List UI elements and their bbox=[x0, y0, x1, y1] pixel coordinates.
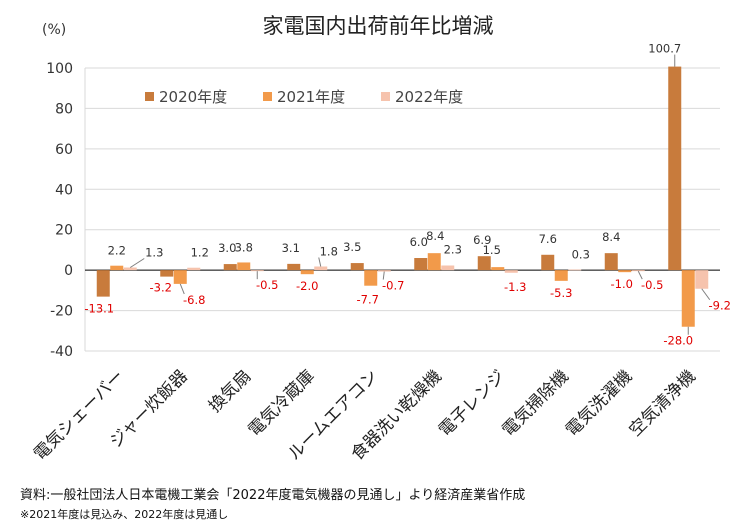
y-tick-label: 40 bbox=[55, 182, 73, 198]
label-leader-line bbox=[637, 270, 643, 280]
bar-2020年度-換気扇 bbox=[223, 264, 237, 271]
data-label: -1.0 bbox=[611, 277, 633, 291]
gridlines bbox=[84, 67, 720, 352]
bar-2022年度-電気冷蔵庫 bbox=[314, 266, 328, 271]
bar-2020年度-電気洗濯機 bbox=[604, 253, 618, 271]
category-label: 電子レンジ bbox=[435, 366, 509, 440]
data-label: 3.0 bbox=[218, 241, 236, 255]
data-label: -2.0 bbox=[296, 279, 318, 293]
category-label: 電気洗濯機 bbox=[562, 366, 636, 440]
y-tick-labels: -40 -20 0 20 40 60 80 100 bbox=[46, 61, 73, 360]
bar-2022年度-電気洗濯機 bbox=[631, 270, 645, 272]
data-label: 8.4 bbox=[602, 230, 620, 244]
legend: 2020年度 2021年度 2022年度 bbox=[145, 88, 463, 106]
data-label: 6.0 bbox=[410, 235, 428, 249]
bar-2022年度-電気掃除機 bbox=[568, 269, 582, 271]
bar-2021年度-食器洗い乾燥機 bbox=[427, 253, 441, 271]
data-label: -0.5 bbox=[641, 278, 663, 292]
label-leader-line bbox=[382, 271, 385, 280]
legend-label: 2022年度 bbox=[395, 88, 463, 106]
bar-2020年度-空気清浄機 bbox=[668, 66, 682, 271]
y-axis-unit: (%) bbox=[42, 22, 67, 38]
bar-2020年度-食器洗い乾燥機 bbox=[414, 258, 428, 271]
chart-title: 家電国内出荷前年比増減 bbox=[262, 14, 494, 38]
label-leader-line bbox=[701, 288, 711, 301]
bars bbox=[96, 66, 709, 327]
bar-2020年度-ルームエアコン bbox=[350, 263, 364, 271]
data-label: -0.5 bbox=[256, 278, 278, 292]
data-label: 3.8 bbox=[235, 240, 253, 254]
data-label: 1.2 bbox=[191, 246, 209, 260]
source-note: 資料:一般社団法人日本電機工業会「2022年度電気機器の見通し」より経済産業省作… bbox=[20, 488, 526, 503]
category-label: 電気掃除機 bbox=[499, 366, 573, 440]
data-label: 7.6 bbox=[539, 232, 557, 246]
legend-swatch bbox=[381, 92, 390, 101]
bar-2022年度-ジャー炊飯器 bbox=[187, 267, 201, 271]
bar-2022年度-食器洗い乾燥機 bbox=[441, 265, 455, 271]
bar-2021年度-電気冷蔵庫 bbox=[300, 270, 314, 275]
data-labels: -13.1 2.2 1.3 -3.2 -6.8 1.2 3.03.8 -0.5 3.1 -2.0 1… bbox=[84, 42, 731, 348]
bar-2020年度-電子レンジ bbox=[477, 256, 491, 271]
y-tick-label: 0 bbox=[64, 263, 73, 279]
data-label: 100.7 bbox=[648, 42, 681, 56]
data-label: -5.3 bbox=[550, 286, 572, 300]
data-label: -1.3 bbox=[504, 280, 526, 294]
data-label: -7.7 bbox=[357, 293, 379, 307]
bar-2021年度-電気洗濯機 bbox=[618, 270, 632, 273]
y-tick-label: 80 bbox=[55, 101, 73, 117]
data-label: 2.3 bbox=[444, 242, 462, 256]
label-leader-line bbox=[179, 283, 185, 295]
category-label: 電気シェーバー bbox=[30, 366, 128, 464]
data-label: 6.9 bbox=[473, 233, 491, 247]
y-tick-label: -40 bbox=[50, 344, 73, 360]
bar-2020年度-電気冷蔵庫 bbox=[287, 263, 301, 271]
bar-2022年度-ルームエアコン bbox=[377, 270, 391, 272]
category-label: 換気扇 bbox=[205, 366, 255, 416]
category-label: 空気清浄機 bbox=[626, 366, 700, 440]
legend-swatch bbox=[263, 92, 272, 101]
data-label: 1.5 bbox=[483, 243, 501, 257]
bar-2022年度-換気扇 bbox=[250, 270, 264, 272]
bar-2020年度-電気シェーバー bbox=[96, 270, 110, 297]
bar-2021年度-電気掃除機 bbox=[554, 270, 568, 281]
bar-2021年度-ジャー炊飯器 bbox=[173, 270, 187, 284]
y-tick-label: -20 bbox=[50, 304, 73, 320]
data-label: 3.5 bbox=[343, 240, 361, 254]
data-label: 3.1 bbox=[282, 241, 300, 255]
label-leader-lines bbox=[129, 54, 711, 335]
bar-2021年度-ルームエアコン bbox=[364, 270, 378, 286]
forecast-note: ※2021年度は見込み、2022年度は見通し bbox=[20, 508, 229, 521]
legend-label: 2021年度 bbox=[277, 88, 345, 106]
bar-2020年度-電気掃除機 bbox=[541, 254, 555, 271]
data-label: -0.7 bbox=[382, 279, 404, 293]
y-tick-label: 60 bbox=[55, 142, 73, 158]
data-label: -28.0 bbox=[663, 334, 693, 348]
data-label: -3.2 bbox=[150, 281, 172, 295]
data-label: 1.3 bbox=[145, 246, 163, 260]
legend-swatch bbox=[145, 92, 154, 101]
bar-2021年度-電気シェーバー bbox=[110, 265, 124, 271]
bar-2020年度-ジャー炊飯器 bbox=[160, 270, 174, 277]
bar-2022年度-電子レンジ bbox=[504, 270, 518, 273]
data-label: 0.3 bbox=[572, 248, 590, 262]
data-label: 8.4 bbox=[426, 229, 444, 243]
data-label: 2.2 bbox=[108, 244, 126, 258]
y-tick-label: 20 bbox=[55, 223, 73, 239]
data-label: -9.2 bbox=[709, 299, 731, 313]
bar-2022年度-電気シェーバー bbox=[123, 267, 137, 271]
bar-2021年度-電子レンジ bbox=[491, 267, 505, 271]
data-label: 1.8 bbox=[320, 245, 338, 259]
y-tick-label: 100 bbox=[46, 61, 73, 77]
bar-2021年度-空気清浄機 bbox=[681, 270, 695, 327]
legend-label: 2020年度 bbox=[159, 88, 227, 106]
data-label: -13.1 bbox=[84, 302, 114, 316]
bar-2022年度-空気清浄機 bbox=[695, 270, 709, 289]
bar-2021年度-換気扇 bbox=[237, 262, 251, 271]
label-leader-line bbox=[129, 258, 145, 268]
data-label: -6.8 bbox=[183, 293, 205, 307]
label-leader-line bbox=[318, 257, 322, 267]
